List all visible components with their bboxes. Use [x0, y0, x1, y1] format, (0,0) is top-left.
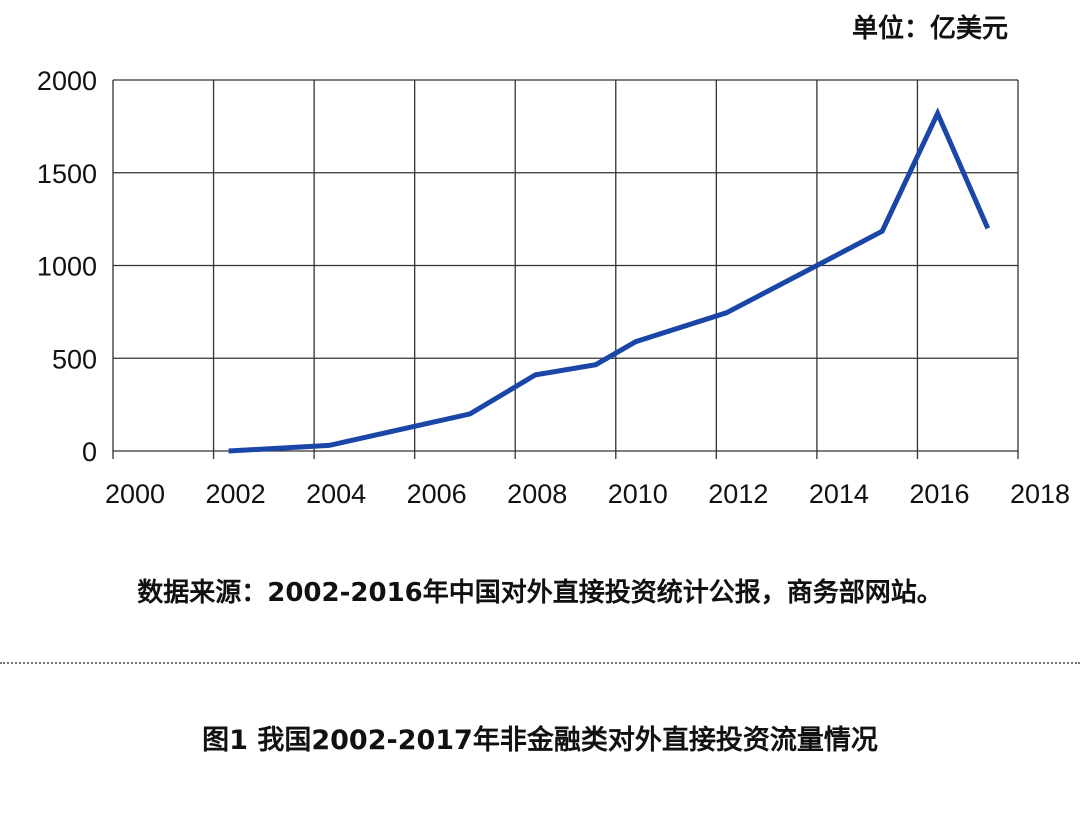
source-note: 数据来源：2002-2016年中国对外直接投资统计公报，商务部网站。 — [137, 578, 943, 608]
chart-series — [228, 107, 991, 454]
dotted-divider — [0, 662, 1080, 664]
x-tick-label: 2004 — [306, 479, 366, 509]
y-tick-label: 1500 — [37, 159, 97, 189]
x-tick-label: 2012 — [708, 479, 768, 509]
x-tick-label: 2000 — [105, 479, 165, 509]
unit-label: 单位：亿美元 — [851, 14, 1008, 44]
x-tick-label: 2014 — [809, 479, 869, 509]
x-tick-label: 2008 — [507, 479, 567, 509]
x-axis-ticks: 2000 2002 2004 2006 2008 2010 2012 2014 2016 2018 — [105, 479, 1070, 509]
x-tick-label: 2002 — [206, 479, 266, 509]
y-tick-label: 2000 — [37, 66, 97, 96]
y-tick-label: 500 — [52, 344, 97, 374]
x-tick-label: 2006 — [407, 479, 467, 509]
figure-caption: 图1 我国2002-2017年非金融类对外直接投资流量情况 — [202, 725, 878, 756]
line-chart: 0 500 1000 1500 2000 2000 2002 2004 2006 2008 201… — [37, 66, 1070, 509]
x-tick-label: 2010 — [608, 479, 668, 509]
x-tick-label: 2018 — [1010, 479, 1070, 509]
series-line — [228, 107, 991, 454]
chart-grid — [112, 79, 1019, 459]
x-tick-label: 2016 — [909, 479, 969, 509]
y-tick-label: 0 — [82, 437, 97, 467]
y-axis-ticks: 0 500 1000 1500 2000 — [37, 66, 97, 467]
y-tick-label: 1000 — [37, 252, 97, 282]
